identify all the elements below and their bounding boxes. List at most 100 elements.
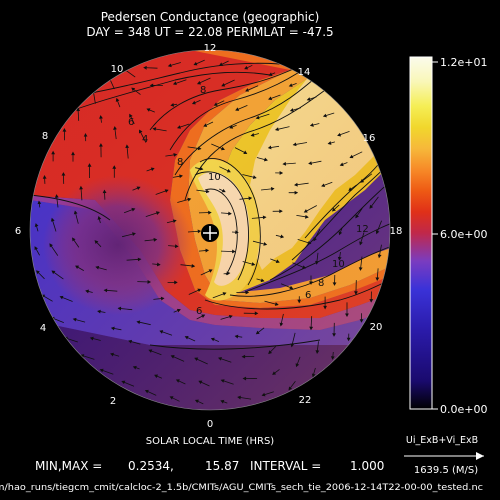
velocity-arrowhead: [288, 386, 293, 391]
velocity-arrowhead: [54, 194, 59, 198]
lt-label: 10: [111, 64, 124, 75]
velocity-arrowhead: [322, 113, 327, 118]
velocity-arrowhead: [128, 339, 133, 344]
local-time-labels: 12 14 16 18 20 22 0 2 4 6 8 10: [15, 43, 403, 430]
chart-title: Pedersen Conductance (geographic): [101, 10, 320, 24]
velocity-arrowhead: [232, 249, 236, 254]
velocity-arrowhead: [76, 107, 81, 112]
velocity-arrowhead: [99, 115, 103, 119]
vector-legend-arrow: [404, 452, 484, 460]
velocity-arrowhead: [213, 102, 218, 106]
vector-legend: Ui_ExB+Vi_ExB 1639.5 (M/S): [404, 435, 484, 476]
velocity-arrowhead: [107, 75, 112, 80]
velocity-arrowhead: [102, 189, 107, 194]
velocity-arrowhead: [279, 209, 283, 214]
velocity-arrowhead: [208, 269, 213, 273]
velocity-arrowhead: [315, 260, 319, 265]
velocity-arrowhead: [235, 230, 239, 235]
velocity-arrowhead: [138, 129, 143, 134]
velocity-arrowhead: [302, 265, 307, 269]
velocity-arrowhead: [136, 186, 141, 190]
velocity-arrowhead: [113, 126, 117, 130]
velocity-arrowhead: [169, 396, 174, 400]
velocity-arrowhead: [332, 282, 337, 286]
velocity-arrowhead: [260, 278, 265, 283]
velocity-arrowhead: [85, 289, 90, 294]
velocity-arrowhead: [110, 352, 114, 357]
velocity-arrowhead: [237, 395, 241, 400]
velocity-arrowhead: [34, 246, 38, 251]
velocity-arrowhead: [294, 190, 299, 195]
lt-label: 20: [370, 322, 383, 333]
velocity-arrowhead: [220, 146, 225, 151]
velocity-arrowhead: [79, 185, 83, 190]
velocity-arrowhead: [245, 88, 250, 92]
velocity-arrowhead: [115, 97, 120, 102]
velocity-arrowhead: [147, 280, 152, 284]
velocity-arrowhead: [245, 290, 250, 295]
interval-value: 1.000: [350, 459, 384, 473]
velocity-arrowhead: [267, 145, 272, 150]
velocity-arrowhead: [197, 229, 202, 234]
velocity-arrowhead: [117, 306, 122, 311]
velocity-arrowhead: [167, 63, 172, 68]
velocity-arrowhead: [234, 334, 239, 339]
pole-marker: [201, 224, 219, 242]
velocity-arrowhead: [129, 113, 133, 118]
velocity-arrowhead: [160, 296, 165, 301]
velocity-arrowhead: [175, 379, 180, 383]
velocity-arrowhead: [321, 183, 326, 188]
velocity-arrowhead: [226, 168, 231, 173]
velocity-arrowhead: [83, 133, 88, 137]
velocity-arrowhead: [197, 80, 202, 85]
velocity-arrowhead: [173, 152, 178, 157]
max-value: 15.87: [205, 459, 239, 473]
velocity-arrowhead: [313, 237, 317, 242]
velocity-arrowhead: [110, 326, 115, 331]
contour-label: 12: [356, 224, 369, 235]
velocity-arrowhead: [255, 115, 260, 120]
velocity-arrowhead: [198, 380, 203, 385]
velocity-arrowhead: [187, 197, 192, 202]
velocity-arrowhead: [153, 237, 158, 242]
velocity-arrowhead: [377, 254, 382, 259]
velocity-arrowhead: [375, 230, 380, 235]
velocity-arrowhead: [42, 175, 47, 179]
colorbar-mid-label: 6.0e+00: [440, 228, 487, 241]
velocity-arrowhead: [229, 125, 234, 129]
velocity-arrowhead: [121, 380, 126, 385]
velocity-arrowhead: [274, 302, 279, 306]
velocity-arrowhead: [279, 322, 284, 327]
velocity-arrowhead: [132, 232, 136, 236]
velocity-arrowhead: [279, 171, 284, 175]
velocity-arrowhead: [254, 311, 259, 316]
contour-label: 4: [142, 134, 148, 145]
lt-label: 22: [299, 395, 312, 406]
velocity-arrowhead: [307, 240, 312, 245]
velocity-arrowhead: [369, 299, 374, 303]
velocity-arrowhead: [103, 288, 108, 293]
velocity-arrowhead: [339, 162, 344, 167]
velocity-arrowhead: [235, 107, 240, 111]
velocity-arrowhead: [241, 354, 246, 359]
contour-label: 6: [305, 290, 311, 301]
velocity-arrowhead: [50, 217, 55, 222]
colorbar-gradient: [410, 57, 432, 409]
velocity-arrowhead: [201, 314, 206, 318]
velocity-arrowhead: [112, 165, 117, 169]
velocity-arrowhead: [330, 356, 335, 360]
velocity-arrowhead: [144, 389, 149, 394]
velocity-arrowhead: [369, 204, 374, 209]
velocity-arrowhead: [220, 379, 225, 383]
velocity-arrowhead: [274, 127, 279, 132]
lt-label: 12: [204, 43, 217, 54]
velocity-arrowhead: [174, 280, 178, 285]
velocity-arrowhead: [159, 330, 164, 334]
velocity-arrowhead: [218, 356, 222, 361]
x-axis-label: SOLAR LOCAL TIME (HRS): [146, 436, 275, 447]
stats-line: MIN,MAX = 0.2534, 15.87 INTERVAL = 1.000: [35, 459, 384, 473]
velocity-arrowhead: [268, 72, 273, 76]
velocity-arrowhead: [248, 196, 253, 201]
velocity-arrowhead: [359, 319, 364, 323]
